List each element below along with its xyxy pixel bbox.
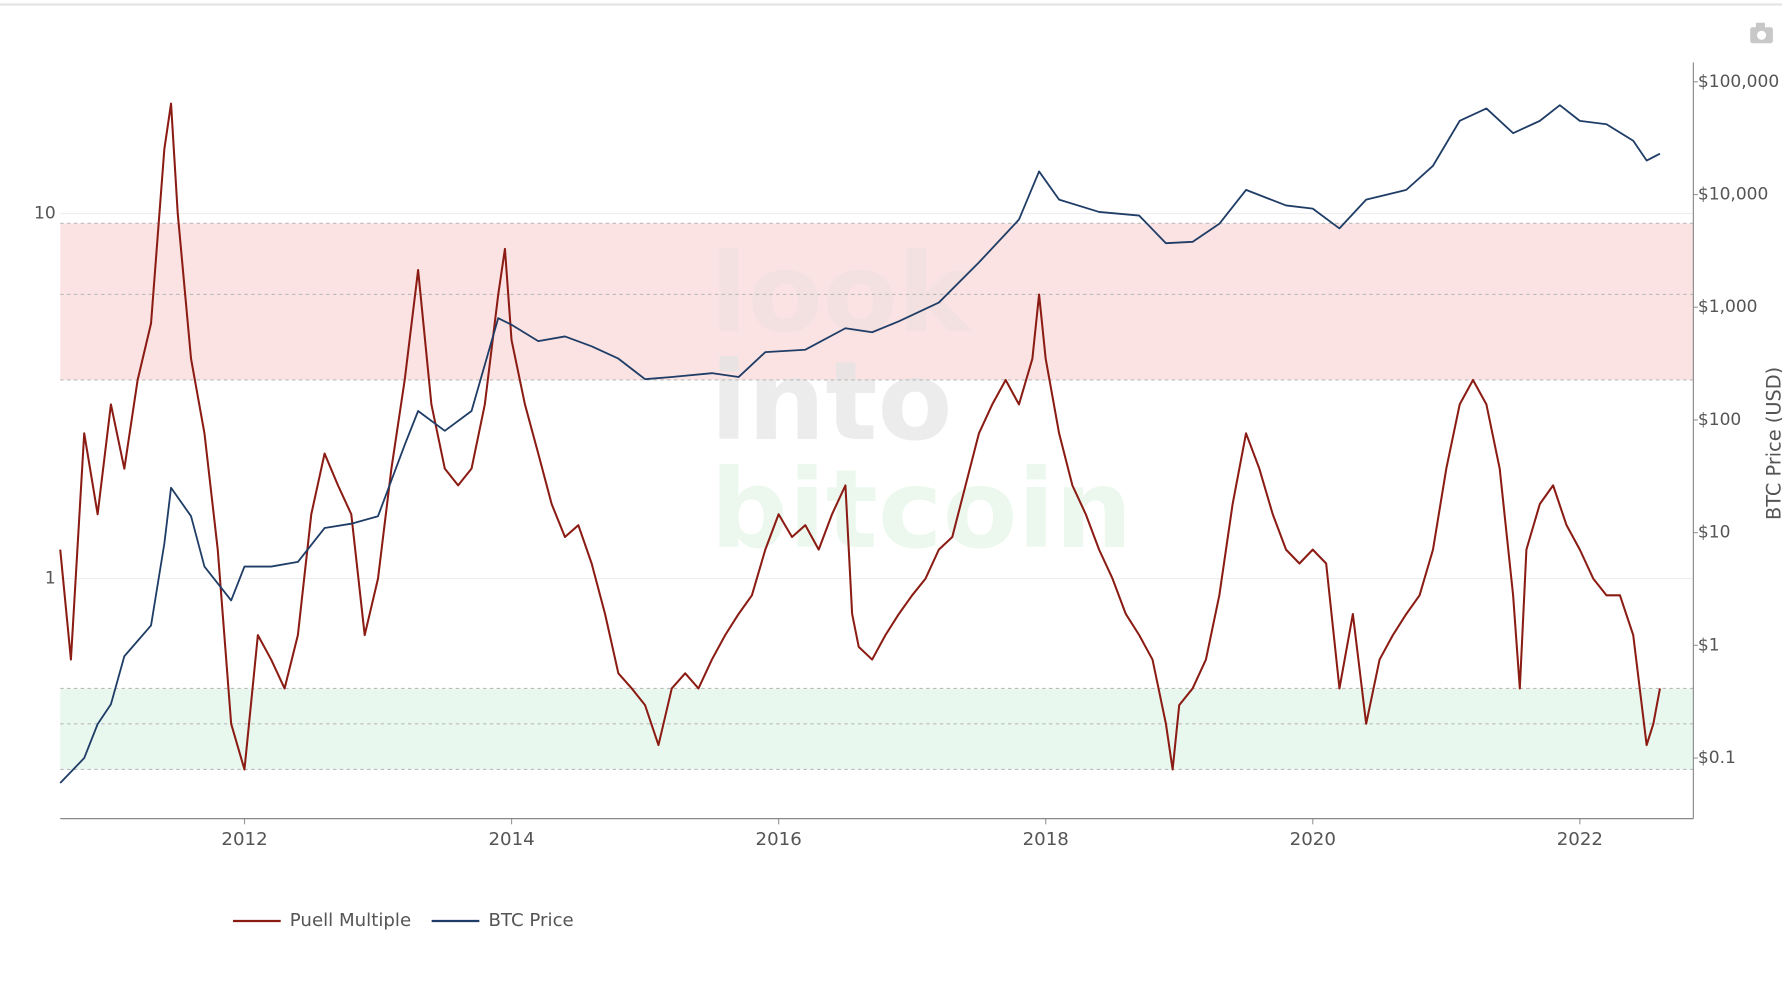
legend-item[interactable]: Puell Multiple — [232, 910, 411, 931]
legend-label: Puell Multiple — [290, 910, 411, 931]
y2-tick-label: $0.1 — [1698, 748, 1736, 768]
y-tick-label: 1 — [45, 569, 56, 589]
y2-tick-label: $1 — [1698, 635, 1720, 655]
watermark-text: into — [710, 338, 952, 465]
watermark: look into bitcoin — [710, 230, 1132, 573]
series-line — [59, 102, 1661, 771]
band — [60, 223, 1694, 380]
x-tick-label: 2012 — [221, 829, 267, 850]
camera-icon[interactable] — [1750, 22, 1773, 44]
x-tick-label: 2018 — [1023, 829, 1069, 850]
x-tick-label: 2016 — [756, 829, 802, 850]
series-line — [59, 104, 1661, 784]
legend-label: BTC Price — [488, 910, 573, 931]
watermark-text: bitcoin — [710, 446, 1132, 573]
y-tick-label: 10 — [34, 203, 56, 223]
x-tick-label: 2020 — [1290, 829, 1336, 850]
y2-axis-title: BTC Price (USD) — [1763, 367, 1782, 520]
x-tick-label: 2014 — [488, 829, 534, 850]
y2-tick-label: $10 — [1698, 523, 1731, 543]
y2-tick-label: $100 — [1698, 410, 1741, 430]
y2-tick-label: $100,000 — [1698, 72, 1779, 92]
x-tick-label: 2022 — [1557, 829, 1603, 850]
y2-tick-label: $1,000 — [1698, 297, 1758, 317]
band — [60, 688, 1694, 770]
watermark-text: look — [710, 230, 972, 357]
y2-tick-label: $10,000 — [1698, 185, 1768, 205]
legend-item[interactable]: BTC Price — [431, 910, 574, 931]
